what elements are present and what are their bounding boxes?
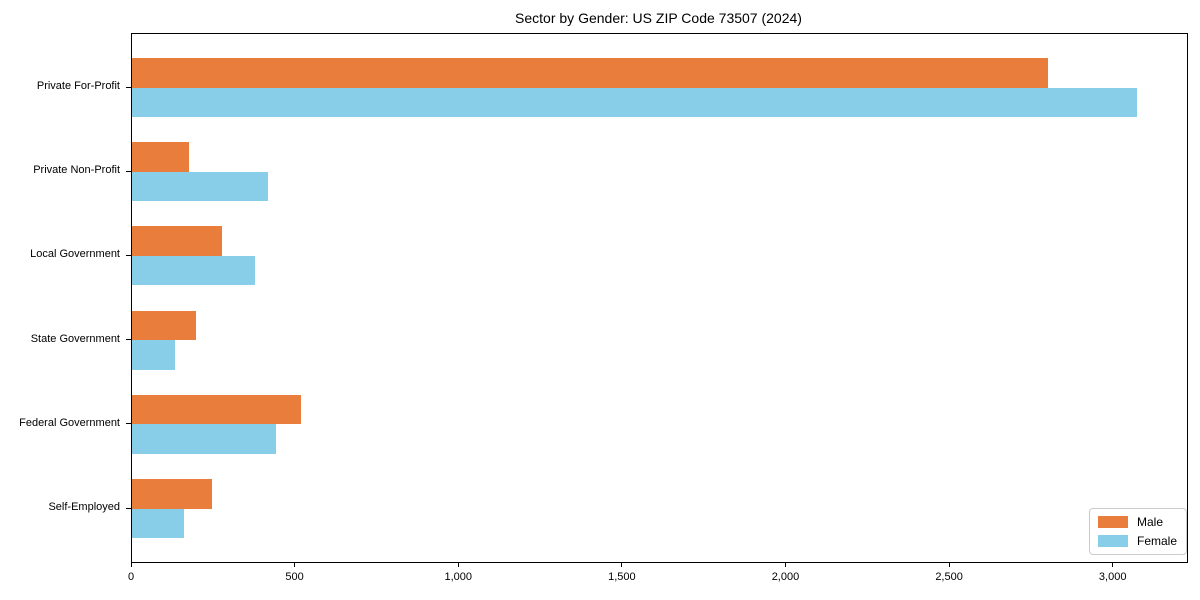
y-tick-mark-state-government [126, 339, 131, 341]
x-tick-mark-2000 [784, 562, 786, 567]
x-tick-mark-0 [130, 562, 132, 567]
x-tick-label-500: 500 [285, 571, 304, 583]
bar-male-state-government [132, 310, 196, 341]
legend-label-female: Female [1137, 534, 1178, 548]
plot-area [131, 33, 1188, 563]
legend: Male Female [1089, 508, 1188, 555]
x-tick-mark-1000 [457, 562, 459, 567]
bar-female-federal-government [132, 424, 276, 454]
bar-male-private-for-profit [132, 58, 1049, 88]
bar-female-state-government [132, 340, 175, 370]
y-tick-label-state-government: State Government [30, 332, 120, 345]
bar-female-private-non-profit [132, 171, 268, 202]
bar-female-local-government [132, 255, 255, 286]
y-tick-mark-federal-government [126, 423, 131, 425]
bar-male-self-employed [132, 479, 213, 509]
y-tick-label-private-for-profit: Private For-Profit [36, 80, 120, 92]
y-tick-label-self-employed: Self-Employed [48, 501, 120, 513]
x-tick-label-1000: 1,000 [444, 571, 472, 583]
y-tick-mark-local-government [126, 254, 131, 256]
legend-item-male: Male [1098, 516, 1177, 528]
legend-label-male: Male [1137, 515, 1164, 529]
x-tick-mark-3000 [1112, 562, 1114, 567]
x-tick-mark-1500 [621, 562, 623, 567]
y-tick-mark-private-non-profit [126, 170, 131, 172]
x-tick-label-0: 0 [127, 571, 135, 583]
x-tick-label-3000: 3,000 [1098, 571, 1127, 583]
x-tick-mark-2500 [948, 562, 950, 567]
bar-female-private-for-profit [132, 87, 1137, 117]
y-tick-label-private-non-profit: Private Non-Profit [33, 164, 120, 177]
x-tick-label-1500: 1,500 [608, 571, 636, 583]
x-tick-label-2500: 2,500 [935, 571, 963, 583]
bar-male-private-non-profit [132, 142, 190, 172]
x-tick-label-2000: 2,000 [771, 571, 800, 583]
x-tick-mark-500 [294, 562, 296, 567]
bar-male-federal-government [132, 394, 301, 425]
legend-swatch-female [1098, 535, 1128, 547]
legend-item-female: Female [1098, 535, 1177, 547]
bar-female-self-employed [132, 508, 185, 538]
legend-swatch-male [1098, 516, 1128, 528]
y-tick-label-local-government: Local Government [30, 248, 120, 261]
chart-title: Sector by Gender: US ZIP Code 73507 (202… [515, 10, 802, 26]
y-tick-mark-private-for-profit [126, 86, 131, 88]
bar-male-local-government [132, 226, 222, 256]
y-tick-mark-self-employed [126, 507, 131, 509]
y-tick-label-federal-government: Federal Government [19, 416, 120, 429]
